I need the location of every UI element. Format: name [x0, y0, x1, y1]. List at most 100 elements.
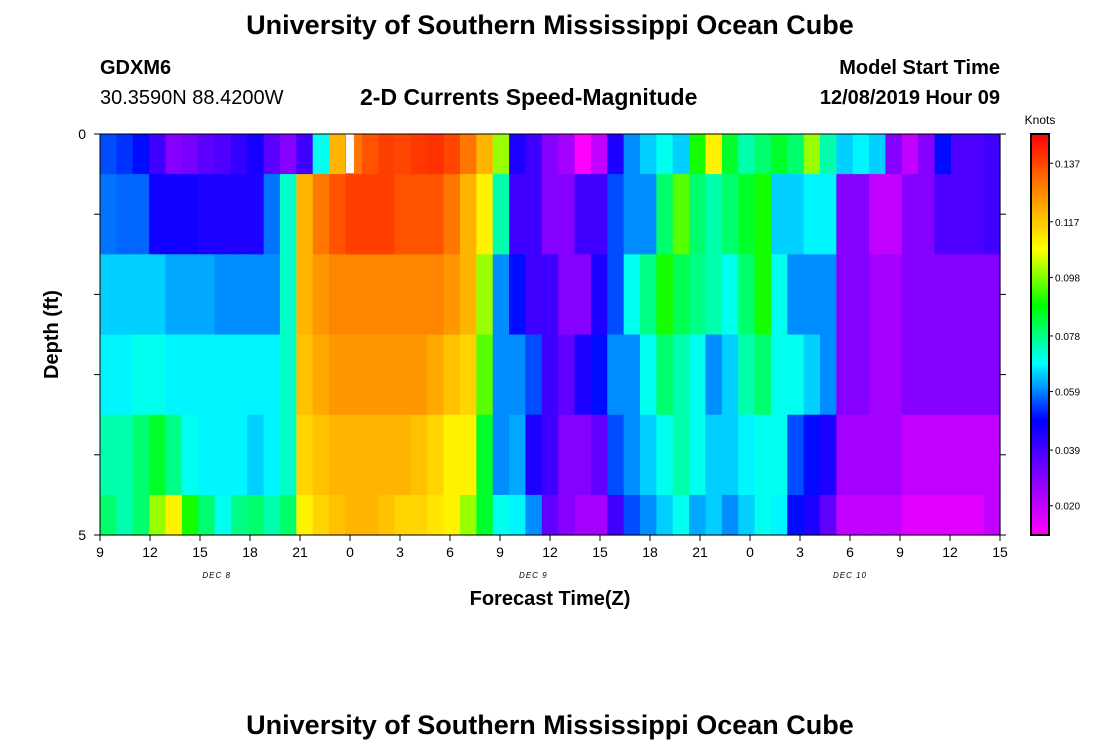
heatmap-cell: [721, 494, 739, 536]
heatmap-cell: [132, 134, 150, 175]
heatmap-cell: [738, 334, 756, 416]
heatmap-cell: [165, 134, 183, 175]
heatmap-cell: [983, 174, 1001, 255]
heatmap-cell: [672, 254, 690, 336]
heatmap-cell: [476, 334, 494, 416]
heatmap-cell: [738, 174, 756, 255]
heatmap-cell: [803, 494, 821, 536]
heatmap-cell: [476, 494, 494, 536]
x-tick-label: 15: [592, 544, 608, 560]
heatmap-cell: [574, 334, 592, 416]
heatmap-cell: [509, 494, 527, 536]
colorbar-tick-label: 0.059: [1055, 388, 1080, 399]
model-start-time: 12/08/2019 Hour 09: [819, 87, 1000, 109]
heatmap-cell: [558, 254, 576, 336]
heatmap-cell: [950, 174, 968, 255]
heatmap-cell: [230, 414, 248, 496]
heatmap-cell: [885, 254, 903, 336]
heatmap-cell: [967, 334, 985, 416]
x-tick-label: 3: [796, 544, 804, 560]
day-label: DEC 10: [833, 571, 867, 580]
heatmap-cell: [230, 334, 248, 416]
x-tick-label: 21: [292, 544, 308, 560]
heatmap-cell: [394, 334, 412, 416]
heatmap-cell: [116, 494, 134, 536]
heatmap-cell: [770, 134, 788, 175]
heatmap-cell: [263, 414, 281, 496]
heatmap-cell: [558, 494, 576, 536]
heatmap-cell: [934, 494, 952, 536]
heatmap-cell: [787, 414, 805, 496]
colorbar-tick-label: 0.117: [1055, 218, 1080, 229]
heatmap-cell: [492, 414, 510, 496]
y-axis-label: Depth (ft): [41, 290, 63, 379]
colorbar-tick-label: 0.137: [1055, 159, 1080, 170]
heatmap-cell: [181, 414, 199, 496]
heatmap-cell: [460, 414, 477, 496]
heatmap-cell: [640, 174, 657, 255]
heatmap-cell: [329, 254, 347, 336]
heatmap-cell: [345, 334, 363, 416]
heatmap-cell: [165, 494, 183, 536]
heatmap-cell: [852, 334, 870, 416]
heatmap-cell: [296, 494, 314, 536]
heatmap-cell: [689, 334, 707, 416]
heatmap-cell: [640, 414, 657, 496]
heatmap-cell: [247, 494, 265, 536]
heatmap-cell: [443, 254, 461, 336]
heatmap-cell: [590, 254, 608, 336]
heatmap-cell: [181, 134, 199, 175]
heatmap-cell: [525, 494, 543, 536]
heatmap-cell: [509, 334, 527, 416]
x-tick-label: 21: [692, 544, 708, 560]
heatmap-cell: [378, 254, 396, 336]
heatmap-cell: [983, 494, 1001, 536]
heatmap-cell: [280, 334, 297, 416]
heatmap-cell: [721, 414, 739, 496]
heatmap-cell: [934, 174, 952, 255]
heatmap-cell: [329, 414, 347, 496]
heatmap-cell: [754, 254, 772, 336]
heatmap-cell: [100, 334, 117, 416]
heatmap-cell: [410, 174, 428, 255]
heatmap-cell: [378, 174, 396, 255]
heatmap-cell: [656, 254, 674, 336]
heatmap-cell: [869, 174, 887, 255]
heatmap-cell: [640, 334, 657, 416]
heatmap-cell: [672, 334, 690, 416]
heatmap-cell: [852, 414, 870, 496]
heatmap-cell: [754, 174, 772, 255]
heatmap-cell: [100, 414, 117, 496]
heatmap-cell: [296, 134, 314, 175]
heatmap-cell: [852, 494, 870, 536]
heatmap-cell: [394, 414, 412, 496]
x-axis: 9 12 15 18 21 0 3 6 9 12 15 18 21 0 3 6 9 12 15 DEC 8 DEC 9 D…: [96, 535, 1008, 580]
heatmap-cell: [525, 254, 543, 336]
heatmap-cell: [541, 174, 559, 255]
heatmap-cell: [165, 174, 183, 255]
station-coordinates: 30.3590N 88.4200W: [100, 87, 284, 109]
heatmap-cell: [967, 414, 985, 496]
heatmap-cell: [427, 414, 445, 496]
heatmap-cell: [803, 174, 821, 255]
x-axis-label: Forecast Time(Z): [470, 588, 631, 610]
heatmap-cell: [738, 414, 756, 496]
heatmap-cell: [705, 334, 723, 416]
heatmap-cell: [721, 334, 739, 416]
x-tick-label: 15: [192, 544, 208, 560]
heatmap-cell: [885, 334, 903, 416]
heatmap-cell: [541, 254, 559, 336]
heatmap-cell: [820, 334, 837, 416]
heatmap-cell: [885, 414, 903, 496]
heatmap-cell: [149, 494, 167, 536]
heatmap-cell: [476, 414, 494, 496]
heatmap-cell: [967, 174, 985, 255]
heatmap-cell: [181, 334, 199, 416]
heatmap-cell: [378, 334, 396, 416]
heatmap-cell: [918, 254, 936, 336]
heatmap-cell: [312, 174, 330, 255]
heatmap-cell: [214, 134, 232, 175]
heatmap-cell: [345, 414, 363, 496]
heatmap-cell: [296, 414, 314, 496]
heatmap-cell: [100, 254, 117, 336]
